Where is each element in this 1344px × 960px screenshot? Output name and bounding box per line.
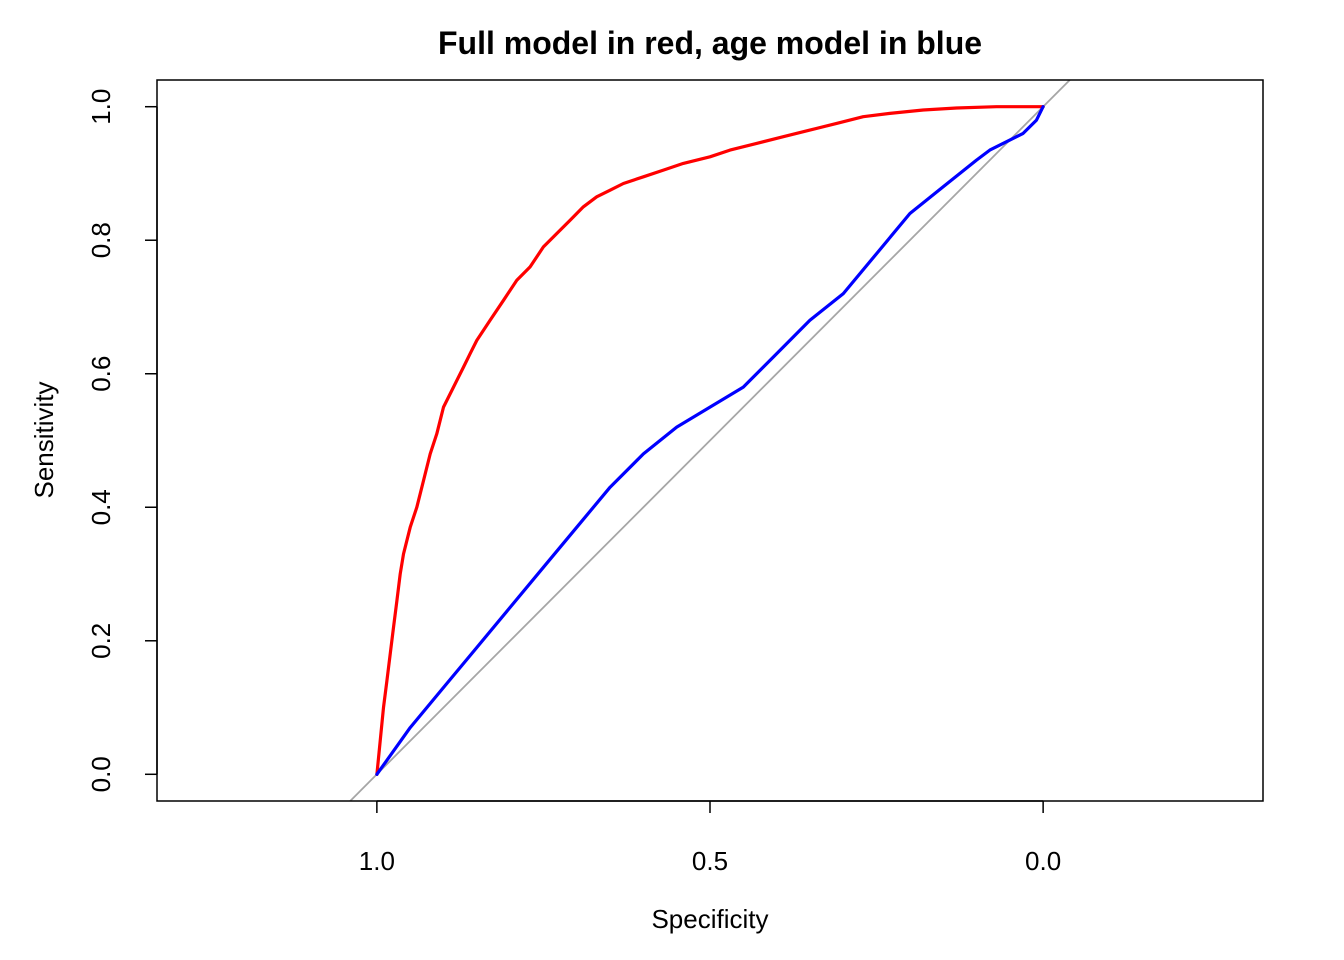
y-tick-label: 0.0: [86, 756, 116, 792]
diagonal-reference-line: [348, 80, 1072, 801]
y-tick-label: 1.0: [86, 89, 116, 125]
y-axis-title: Sensitivity: [29, 381, 59, 498]
x-tick-label: 0.0: [1025, 846, 1061, 876]
x-tick-label: 0.5: [692, 846, 728, 876]
series-line-1: [375, 105, 1045, 776]
y-tick-label: 0.6: [86, 356, 116, 392]
series-line-2: [375, 105, 1045, 776]
y-tick-label: 0.2: [86, 623, 116, 659]
y-tick-label: 0.8: [86, 222, 116, 258]
chart-title: Full model in red, age model in blue: [438, 25, 982, 61]
x-axis-title: Specificity: [651, 904, 768, 934]
x-tick-label: 1.0: [359, 846, 395, 876]
y-tick-label: 0.4: [86, 489, 116, 525]
